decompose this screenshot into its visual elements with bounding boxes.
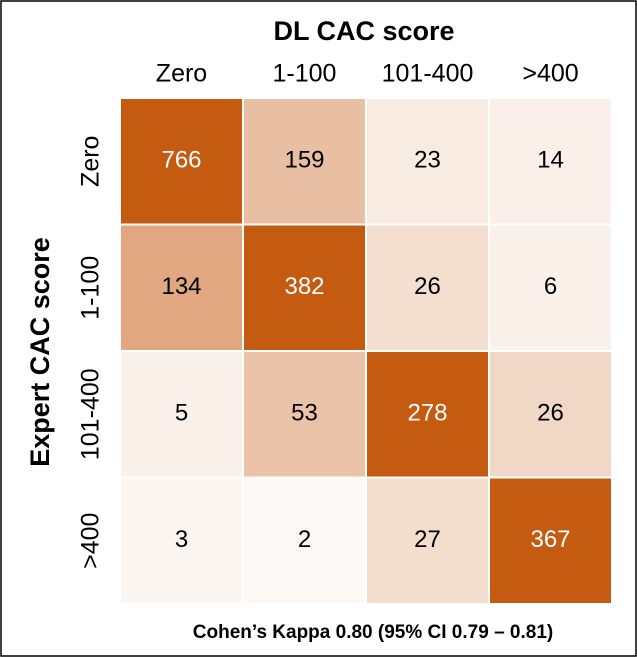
cell bbox=[244, 352, 365, 477]
x-tick-label: 1-100 bbox=[273, 60, 337, 88]
cell bbox=[121, 478, 242, 603]
cell-label: 367 bbox=[530, 526, 570, 553]
cell-label: 6 bbox=[544, 273, 557, 300]
x-tick-label: >400 bbox=[522, 60, 578, 88]
cell bbox=[244, 225, 365, 350]
cell-label: 53 bbox=[291, 400, 318, 427]
y-tick-label: 101-400 bbox=[77, 368, 105, 460]
cell bbox=[367, 352, 488, 477]
cell bbox=[367, 225, 488, 350]
x-tick-label: Zero bbox=[156, 60, 207, 88]
cell-label: 26 bbox=[414, 273, 441, 300]
cell-label: 23 bbox=[414, 147, 441, 174]
cell-label: 26 bbox=[537, 400, 564, 427]
cell-label: 2 bbox=[298, 526, 311, 553]
cell bbox=[121, 225, 242, 350]
cell-label: 14 bbox=[537, 147, 564, 174]
cell bbox=[490, 225, 611, 350]
cell bbox=[490, 478, 611, 603]
annotation: Cohen’s Kappa 0.80 (95% CI 0.79 – 0.81) bbox=[193, 622, 553, 643]
cell-label: 766 bbox=[161, 147, 201, 174]
chart-title: DL CAC score bbox=[273, 16, 454, 46]
cell-label: 27 bbox=[414, 526, 441, 553]
cell-label: 159 bbox=[284, 147, 324, 174]
y-axis-label: Expert CAC score bbox=[25, 237, 55, 467]
cell bbox=[244, 99, 365, 224]
cell bbox=[367, 478, 488, 603]
y-tick-label: 1-100 bbox=[77, 256, 105, 320]
cell bbox=[244, 478, 365, 603]
cell bbox=[121, 352, 242, 477]
cell bbox=[490, 352, 611, 477]
cell bbox=[367, 99, 488, 224]
cell-label: 134 bbox=[161, 273, 201, 300]
cell-label: 278 bbox=[407, 400, 447, 427]
x-tick-label: 101-400 bbox=[382, 60, 474, 88]
cell bbox=[490, 99, 611, 224]
y-tick-label: Zero bbox=[77, 136, 105, 187]
cell-label: 3 bbox=[175, 526, 188, 553]
cell-label: 5 bbox=[175, 400, 188, 427]
cell-label: 382 bbox=[284, 273, 324, 300]
y-tick-label: >400 bbox=[77, 513, 105, 569]
cell bbox=[121, 99, 242, 224]
